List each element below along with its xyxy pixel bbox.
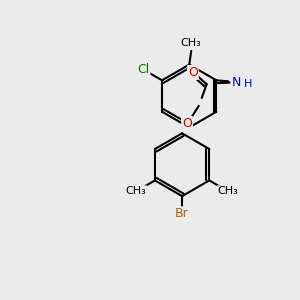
Text: N: N: [231, 76, 241, 89]
Text: CH₃: CH₃: [218, 186, 239, 196]
Text: Cl: Cl: [137, 63, 149, 76]
Text: CH₃: CH₃: [126, 186, 147, 196]
Text: Br: Br: [175, 207, 189, 220]
Text: O: O: [182, 117, 192, 130]
Text: H: H: [244, 79, 252, 89]
Text: O: O: [188, 66, 198, 79]
Text: CH₃: CH₃: [181, 38, 202, 48]
